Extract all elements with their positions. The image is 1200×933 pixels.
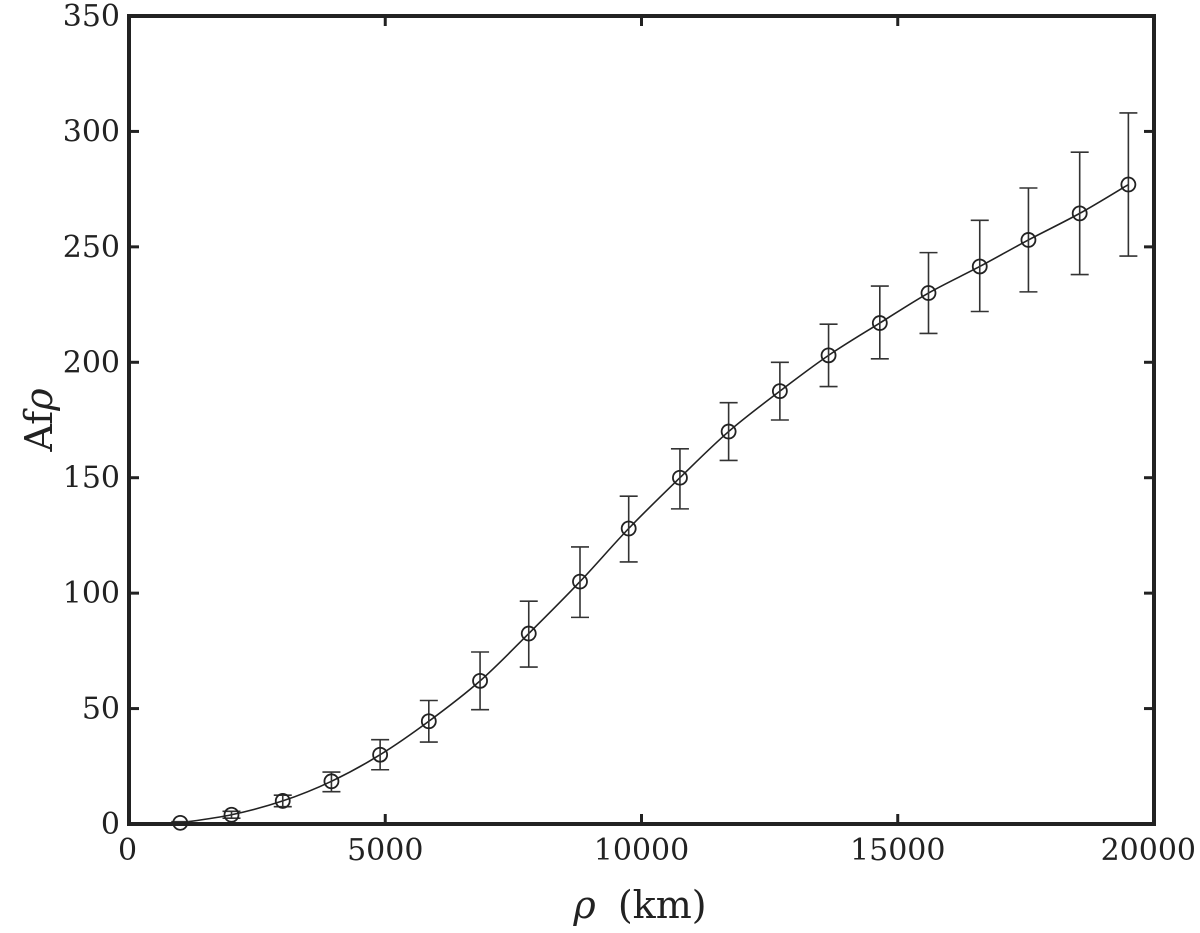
data-point <box>472 672 488 689</box>
series-group <box>171 112 1138 831</box>
data-point <box>420 713 437 730</box>
data-point <box>1071 205 1088 222</box>
data-point <box>572 573 588 590</box>
y-tick-labels: 0 50 100 150 200 250 300 350 <box>63 0 120 842</box>
error-bar <box>1119 112 1138 257</box>
x-tick-label: 15000 <box>850 833 945 868</box>
y-tick-label: 50 <box>82 692 120 727</box>
error-bar <box>970 219 989 313</box>
axis-ticks <box>127 14 1156 826</box>
data-point <box>223 806 240 823</box>
y-tick-label: 350 <box>63 0 120 34</box>
x-axis-symbol: ρ <box>572 883 596 927</box>
data-point <box>720 423 737 440</box>
x-axis-label: ρ (km) <box>572 883 706 927</box>
y-tick-label: 0 <box>101 807 120 842</box>
x-tick-label: 5000 <box>347 833 423 868</box>
data-point <box>620 520 637 537</box>
error-bar <box>419 699 438 743</box>
error-bar <box>471 651 490 711</box>
error-bar <box>619 495 638 563</box>
y-tick-label: 150 <box>63 461 120 496</box>
series-line <box>180 183 1129 824</box>
y-tick-label: 100 <box>63 576 120 611</box>
data-point <box>323 773 340 790</box>
error-bar <box>571 546 589 619</box>
y-tick-label: 200 <box>63 345 120 380</box>
error-bar <box>273 794 292 808</box>
error-bar <box>670 448 689 510</box>
data-point <box>1020 232 1037 248</box>
error-bar <box>770 361 789 421</box>
error-bar <box>371 738 390 771</box>
error-bar <box>719 401 738 462</box>
error-bar <box>819 323 838 388</box>
x-axis-unit: (km) <box>618 883 707 927</box>
x-tick-label: 0 <box>118 833 137 868</box>
y-axis-text: Af <box>17 408 61 453</box>
x-tick-label: 20000 <box>1101 833 1196 868</box>
data-point <box>1120 176 1137 193</box>
data-point <box>274 793 291 809</box>
data-point <box>920 285 937 301</box>
x-tick-labels: 0 5000 10000 15000 20000 <box>118 833 1196 868</box>
data-point <box>520 625 537 642</box>
data-point <box>971 258 988 275</box>
data-point <box>820 347 837 364</box>
y-tick-label: 300 <box>63 114 120 149</box>
x-tick-label: 10000 <box>594 833 689 868</box>
data-point <box>871 315 888 331</box>
plot-frame <box>127 14 1156 826</box>
error-bar <box>870 285 889 360</box>
error-bar <box>519 600 538 668</box>
y-tick-label: 250 <box>63 230 120 265</box>
error-bar <box>1019 187 1038 293</box>
data-point <box>672 469 688 486</box>
error-bar <box>1070 151 1089 276</box>
error-bar <box>919 251 938 335</box>
y-axis-label: Afρ <box>17 388 61 453</box>
data-point <box>771 383 788 400</box>
y-axis-symbol: ρ <box>17 388 61 412</box>
data-point <box>372 746 389 763</box>
